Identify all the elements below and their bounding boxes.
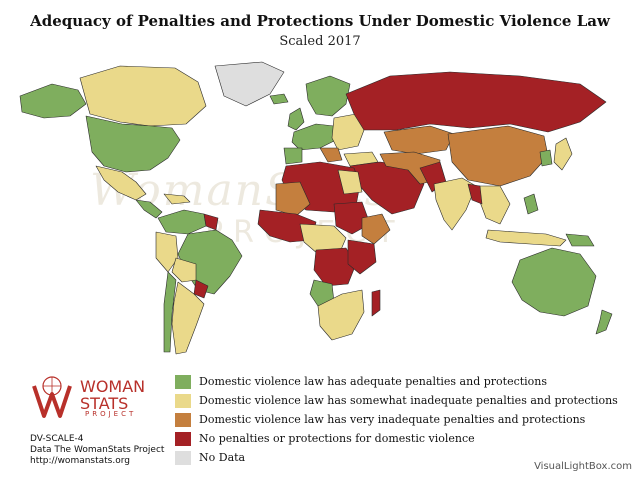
region-central-america [135, 199, 163, 219]
region-southern-africa [317, 289, 365, 341]
region-new-zealand [595, 309, 613, 335]
world-map [19, 61, 613, 355]
legend-swatch [175, 374, 191, 389]
region-drc [313, 247, 357, 287]
logo-wordmark: WOMAN STATS [80, 378, 145, 412]
legend-item: No Data [175, 448, 618, 467]
region-ethiopia [361, 213, 391, 245]
legend-label: Domestic violence law has adequate penal… [199, 375, 548, 388]
region-egypt [337, 169, 363, 195]
region-australia [511, 247, 597, 317]
region-chile [163, 271, 177, 353]
legend-label: No penalties or protections for domestic… [199, 432, 475, 445]
watermark-credit: VisualLightBox.com [534, 461, 632, 472]
legend-item: Domestic violence law has somewhat inade… [175, 391, 618, 410]
region-argentina [171, 281, 205, 355]
region-indonesia [485, 229, 567, 247]
womanstats-logo [32, 376, 72, 418]
region-southeast-asia [475, 185, 511, 225]
region-sudan [333, 201, 371, 235]
logo-line-project: PROJECT [85, 410, 137, 418]
region-paraguay [193, 279, 209, 299]
region-iceland [269, 93, 289, 105]
legend-label: No Data [199, 451, 246, 464]
scale-code: DV-SCALE-4 [30, 434, 84, 444]
source-url[interactable]: http://womanstats.org [30, 456, 130, 466]
region-mexico [95, 165, 147, 201]
region-uk-ireland [287, 107, 305, 131]
region-west-africa [257, 209, 317, 243]
region-mongolia-china [447, 125, 549, 187]
legend-label: Domestic violence law has very inadequat… [199, 413, 586, 426]
region-bolivia [171, 257, 197, 283]
legend-swatch [175, 431, 191, 446]
logo-line-stats: STATS [80, 394, 129, 413]
region-iberia [283, 147, 303, 165]
region-kazakhstan [383, 125, 455, 155]
region-peru [155, 231, 179, 273]
region-russia [345, 71, 607, 133]
region-colombia-venezuela [157, 209, 207, 235]
legend-item: Domestic violence law has very inadequat… [175, 410, 618, 429]
region-scandinavia [305, 75, 351, 117]
region-guianas [203, 213, 219, 231]
legend-item: Domestic violence law has adequate penal… [175, 372, 618, 391]
region-greenland [214, 61, 285, 107]
map-subtitle: Scaled 2017 [279, 34, 361, 49]
region-western-europe [291, 123, 337, 151]
legend-swatch [175, 450, 191, 465]
region-alaska [19, 83, 87, 119]
region-korea [539, 149, 553, 167]
region-east-africa [347, 239, 377, 275]
legend-swatch [175, 393, 191, 408]
map-title: Adequacy of Penalties and Protections Un… [30, 12, 610, 30]
region-papua [565, 233, 595, 247]
legend-item: No penalties or protections for domestic… [175, 429, 618, 448]
region-japan [553, 137, 573, 171]
region-philippines [523, 193, 539, 215]
region-madagascar [371, 289, 381, 317]
region-mauritania-mali [275, 181, 311, 217]
region-balkans [319, 147, 343, 163]
legend-label: Domestic violence law has somewhat inade… [199, 394, 618, 407]
region-canada [79, 65, 207, 127]
map-legend: Domestic violence law has adequate penal… [175, 372, 618, 467]
legend-swatch [175, 412, 191, 427]
region-india [433, 177, 477, 231]
logo-line-woman: WOMAN [80, 377, 146, 396]
region-myanmar [467, 183, 483, 205]
region-caribbean [163, 193, 191, 205]
data-source: Data The WomanStats Project [30, 445, 165, 455]
region-usa [85, 115, 181, 173]
